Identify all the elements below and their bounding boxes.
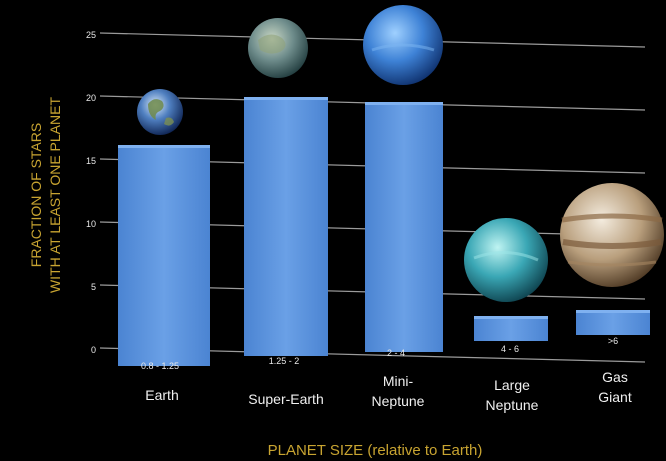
bar-top — [576, 310, 650, 313]
range-label: 4 - 6 — [501, 344, 519, 354]
bar-4 — [474, 316, 548, 341]
mini-neptune-icon — [363, 5, 443, 85]
y-tick-label: 15 — [86, 156, 96, 166]
bar-body — [474, 316, 548, 341]
category-label: Neptune — [372, 393, 425, 409]
bar-2 — [244, 97, 328, 356]
y-tick-label: 20 — [86, 93, 96, 103]
y-tick-label: 5 — [91, 282, 96, 292]
large-neptune-icon — [464, 218, 548, 302]
earth-icon — [137, 89, 183, 135]
range-label: >6 — [608, 336, 618, 346]
bar-top — [244, 97, 328, 100]
category-label: Earth — [145, 387, 178, 403]
range-label: 1.25 - 2 — [269, 356, 300, 366]
bar-body — [576, 310, 650, 335]
bar-top — [474, 316, 548, 319]
bar-body — [365, 102, 443, 352]
category-label: Mini- — [383, 373, 414, 389]
planet-icons — [137, 5, 664, 302]
category-labels: 0.8 - 1.25 Earth 1.25 - 2 Super-Earth 2 - 4 M… — [141, 336, 632, 413]
range-label: 0.8 - 1.25 — [141, 361, 179, 371]
y-tick-label: 10 — [86, 219, 96, 229]
category-label: Large — [494, 377, 530, 393]
category-label: Super-Earth — [248, 391, 323, 407]
super-earth-icon — [248, 18, 308, 78]
y-axis-title-line-2: WITH AT LEAST ONE PLANET — [47, 97, 63, 293]
y-tick-label: 25 — [86, 30, 96, 40]
bar-body — [118, 145, 210, 366]
category-label: Neptune — [486, 397, 539, 413]
bar-body — [244, 97, 328, 356]
bar-1 — [118, 145, 210, 366]
bar-top — [118, 145, 210, 148]
bar-top — [365, 102, 443, 105]
bars — [118, 97, 650, 366]
y-tick-label: 0 — [91, 345, 96, 355]
gas-giant-icon — [560, 183, 664, 287]
x-axis-title: PLANET SIZE (relative to Earth) — [268, 442, 483, 459]
y-axis-title-line-1: FRACTION OF STARS — [28, 123, 44, 267]
category-label: Giant — [598, 389, 632, 405]
y-axis-ticks: 0 5 10 15 20 25 — [86, 30, 96, 355]
bar-3 — [365, 102, 443, 352]
bar-5 — [576, 310, 650, 335]
range-label: 2 - 4 — [387, 348, 405, 358]
category-label: Gas — [602, 369, 628, 385]
